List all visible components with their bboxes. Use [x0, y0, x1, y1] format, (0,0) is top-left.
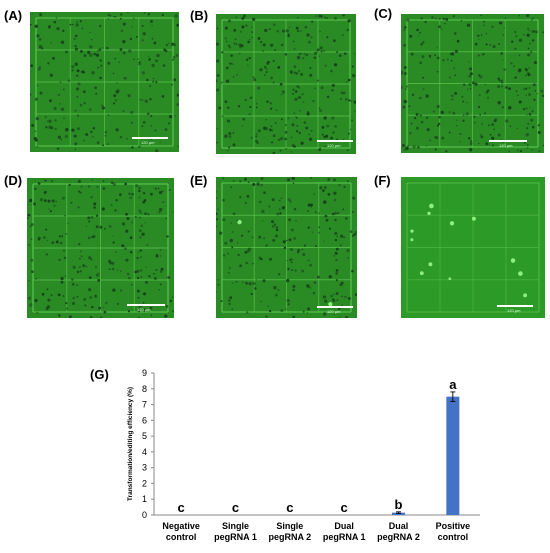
- y-tick-label: 6: [142, 415, 147, 425]
- error-bar: [450, 391, 456, 402]
- panel-label-f: (F): [374, 173, 391, 188]
- panel-label-c: (C): [374, 6, 393, 21]
- scale-bar-d: [127, 304, 165, 306]
- panel-label-g: (G): [90, 367, 109, 382]
- y-tick-label: 5: [142, 431, 147, 441]
- error-bar: [396, 511, 401, 514]
- scale-bar-f: [497, 305, 533, 307]
- panel-label-b: (B): [190, 8, 209, 23]
- scale-bar-e: [317, 306, 353, 308]
- significance-letter: b: [395, 497, 403, 512]
- significance-letter: c: [286, 500, 293, 515]
- x-tick-label: pegRNA 1: [323, 532, 366, 542]
- y-tick-label: 3: [142, 463, 147, 473]
- x-tick-label: Positive: [436, 521, 471, 531]
- scale-bar-a: [132, 137, 168, 139]
- micrograph-e: [216, 177, 357, 318]
- x-tick-label: pegRNA 2: [377, 532, 420, 542]
- scale-label-c: 120 μm: [499, 143, 513, 148]
- significance-letter: c: [232, 500, 239, 515]
- y-tick-label: 1: [142, 494, 147, 504]
- micrograph-c: [401, 14, 544, 153]
- micrograph-a: [30, 12, 179, 152]
- micrograph-f: [401, 177, 545, 318]
- micrograph-d: [27, 178, 174, 318]
- bar-chart: 0 1 2 3 4 5 6 7 8 9 Transformation/editing efficie…: [80, 362, 550, 548]
- x-tick-label: Dual: [389, 521, 409, 531]
- y-tick-label: 9: [142, 368, 147, 378]
- x-tick-label: Negative: [162, 521, 200, 531]
- scale-label-d: 120 μm: [137, 307, 151, 312]
- y-tick-label: 4: [142, 447, 147, 457]
- y-tick-label: 0: [142, 510, 147, 520]
- x-tick-label: control: [166, 532, 197, 542]
- x-tick-label: Dual: [334, 521, 354, 531]
- scale-bar-b: [317, 140, 353, 142]
- scale-label-a: 120 μm: [141, 140, 155, 145]
- x-tick-label: control: [438, 532, 469, 542]
- scale-label-b: 120 μm: [327, 143, 341, 148]
- panel-label-d: (D): [4, 173, 23, 188]
- y-tick-label: 7: [142, 400, 147, 410]
- y-axis-label: Transformation/editing efficiency (%): [127, 387, 134, 501]
- x-tick-label: pegRNA 1: [214, 532, 257, 542]
- scale-bar-c: [489, 140, 527, 142]
- bar-chart-svg: 0 1 2 3 4 5 6 7 8 9 Transformation/editing efficie…: [127, 368, 480, 542]
- y-tick-label: 2: [142, 478, 147, 488]
- scale-label-f: 120 μm: [507, 308, 521, 313]
- significance-letter: a: [449, 377, 457, 392]
- x-tick-label: Single: [222, 521, 249, 531]
- panel-label-a: (A): [4, 8, 23, 23]
- significance-letter: c: [341, 500, 348, 515]
- scale-label-e: 120 μm: [327, 309, 341, 314]
- micrograph-b: [216, 14, 356, 154]
- x-tick-label: Single: [276, 521, 303, 531]
- panel-label-e: (E): [190, 173, 208, 188]
- x-tick-label: pegRNA 2: [268, 532, 311, 542]
- significance-letter: c: [178, 500, 185, 515]
- bar: [446, 396, 460, 515]
- y-tick-label: 8: [142, 384, 147, 394]
